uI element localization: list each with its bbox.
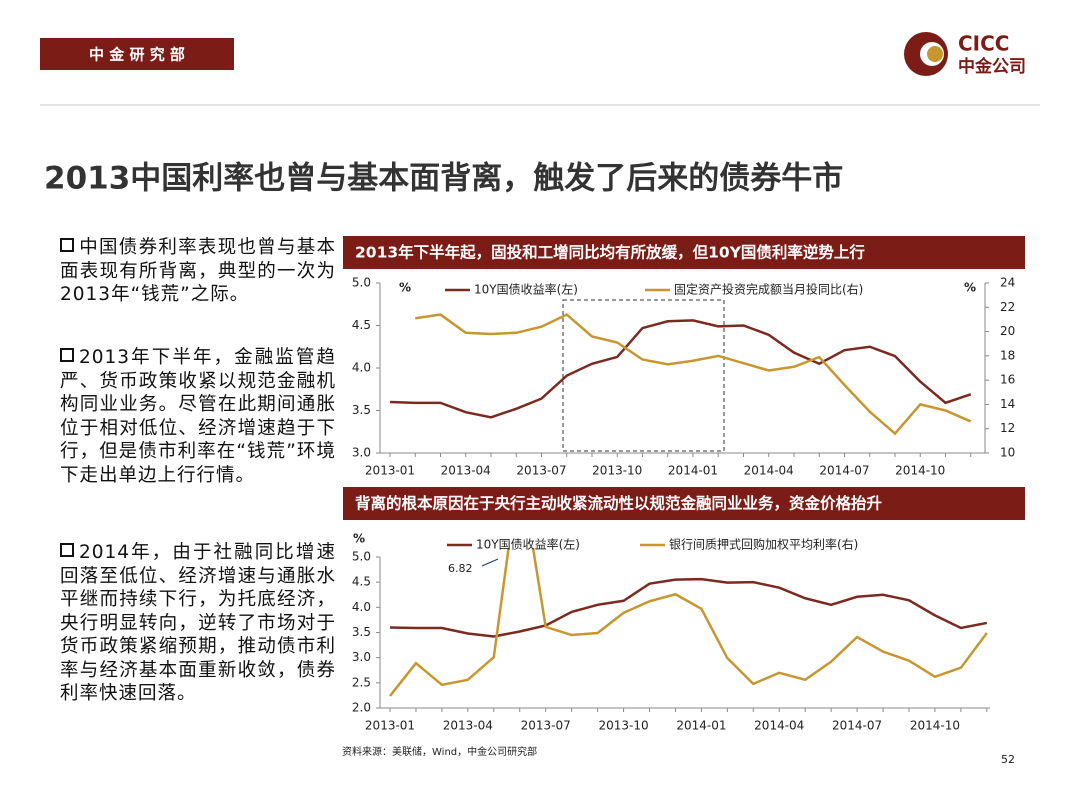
chart-title: 背离的根本原因在于央行主动收紧流动性以规范金融同业业务，资金价格抬升	[355, 494, 883, 513]
series-line	[389, 319, 972, 419]
y-tick-label: 2.5	[352, 675, 371, 689]
y-tick-label: 2.0	[352, 701, 371, 715]
x-tick-label: 2014-07	[832, 719, 882, 733]
y-axis-label: %	[399, 281, 411, 295]
legend-label: 10Y国债收益率(左)	[476, 537, 580, 552]
x-tick-label: 2013-10	[598, 719, 648, 733]
y2-tick-label: 16	[1000, 373, 1015, 387]
x-tick-label: 2014-01	[668, 464, 718, 478]
x-tick-label: 2014-10	[910, 719, 960, 733]
y-tick-label: 3.5	[352, 625, 371, 639]
annotation-arrow	[481, 558, 499, 567]
logo-en: CICC	[958, 32, 1009, 56]
series-line	[389, 548, 988, 697]
bullet: 2014年，由于社融同比增速回落至低位、经济增速与通胀水平继而持续下行，为托底经…	[60, 541, 336, 706]
x-tick-label: 2013-04	[443, 719, 493, 733]
bullet-text: 2014年，由于社融同比增速回落至低位、经济增速与通胀水平继而持续下行，为托底经…	[60, 542, 336, 704]
y-tick-label: 4.0	[352, 361, 371, 375]
x-tick-label: 2013-04	[441, 464, 491, 478]
y-tick-label: 3.0	[352, 650, 371, 664]
x-tick-label: 2013-10	[592, 464, 642, 478]
x-tick-label: 2013-01	[365, 719, 415, 733]
bullet-text: 2013年下半年，金融监管趋严、货币政策收紧以规范金融机构同业业务。尽管在此期间…	[60, 347, 336, 486]
x-tick-label: 2013-01	[365, 464, 415, 478]
x-tick-label: 2013-07	[521, 719, 571, 733]
dept: 中 金 研 究 部	[89, 46, 185, 64]
logo-cn: 中金公司	[958, 56, 1026, 77]
y-tick-label: 4.5	[352, 318, 371, 332]
series-line	[415, 313, 972, 436]
x-tick-label: 2014-04	[754, 719, 804, 733]
y2-tick-label: 12	[1000, 421, 1015, 435]
x-tick-label: 2013-07	[516, 464, 566, 478]
banner	[343, 487, 1025, 520]
y2-tick-label: 14	[1000, 397, 1015, 411]
y-tick-label: 3.5	[352, 403, 371, 417]
x-tick-label: 2014-01	[676, 719, 726, 733]
plot-area	[389, 548, 988, 697]
y-tick-label: 5.0	[352, 550, 371, 564]
banner	[343, 236, 1025, 269]
annotation: 6.82	[448, 562, 473, 575]
y2-tick-label: 20	[1000, 324, 1015, 338]
y-tick-label: 4.0	[352, 600, 371, 614]
legend-label: 10Y国债收益率(左)	[474, 282, 578, 297]
y-axis-label: %	[353, 532, 365, 546]
y-tick-label: 4.5	[352, 575, 371, 589]
x-tick-label: 2014-10	[895, 464, 945, 478]
y2-tick-label: 22	[1000, 300, 1015, 314]
legend-label: 固定资产投资完成额当月投同比(右)	[674, 282, 863, 297]
bullet: 中国债券利率表现也曾与基本面表现有所背离，典型的一次为2013年“钱荒”之际。	[60, 236, 336, 307]
y2-tick-label: 24	[1000, 276, 1015, 290]
logo-icon	[927, 46, 943, 62]
bullet-text: 中国债券利率表现也曾与基本面表现有所背离，典型的一次为2013年“钱荒”之际。	[60, 237, 336, 305]
series-line	[389, 577, 988, 638]
y-tick-label: 3.0	[352, 446, 371, 460]
highlight-box	[562, 299, 725, 452]
chart-title: 2013年下半年起，固投和工增同比均有所放缓，但10Y国债利率逆势上行	[355, 243, 865, 262]
source: 资料来源：美联储，Wind，中金公司研究部	[342, 745, 537, 758]
slide-title: 2013中国利率也曾与基本面背离，触发了后来的债券牛市	[44, 161, 843, 197]
page-number: 52	[1001, 753, 1015, 766]
x-tick-label: 2014-07	[819, 464, 869, 478]
x-tick-label: 2014-04	[744, 464, 794, 478]
y2-tick-label: 18	[1000, 348, 1015, 362]
y2-axis-label: %	[964, 281, 976, 295]
dept-box	[40, 38, 234, 70]
y2-tick-label: 10	[1000, 446, 1015, 460]
bullet: 2013年下半年，金融监管趋严、货币政策收紧以规范金融机构同业业务。尽管在此期间…	[60, 346, 336, 487]
legend-label: 银行间质押式回购加权平均利率(右)	[669, 537, 858, 552]
y-tick-label: 5.0	[352, 276, 371, 290]
